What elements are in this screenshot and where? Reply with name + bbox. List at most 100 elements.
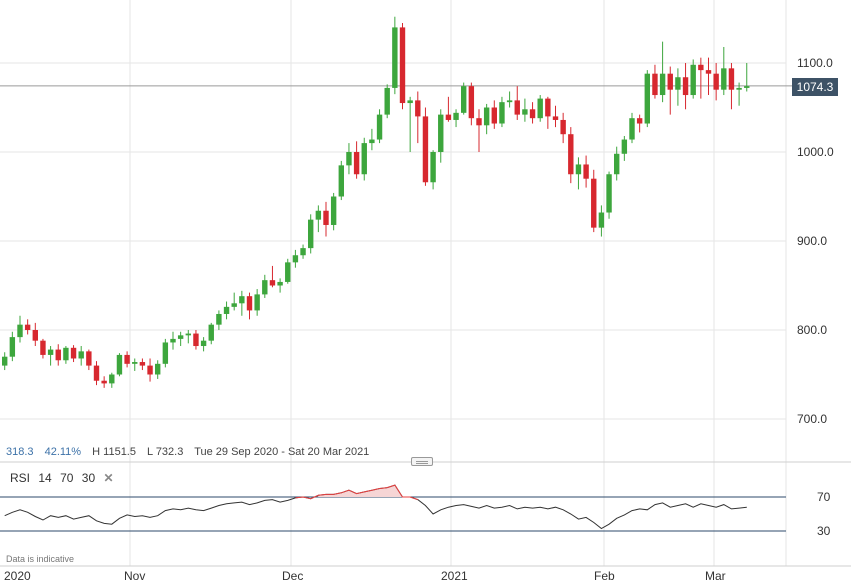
y-tick-label: 800.0 bbox=[797, 323, 827, 337]
candle-body bbox=[109, 374, 115, 384]
x-tick-label: Mar bbox=[705, 569, 726, 583]
candle-body bbox=[560, 119, 566, 135]
candle-body bbox=[24, 324, 31, 330]
x-tick-label: Nov bbox=[124, 569, 146, 583]
candle-body bbox=[101, 380, 107, 384]
pane-splitter-handle[interactable] bbox=[411, 457, 433, 466]
candle-body bbox=[545, 98, 551, 117]
candle-body bbox=[438, 114, 444, 152]
candle-body bbox=[422, 116, 429, 183]
candle-body bbox=[338, 165, 344, 197]
close-icon[interactable]: ✕ bbox=[103, 471, 114, 485]
candle-body bbox=[216, 313, 222, 325]
candle-body bbox=[491, 107, 497, 124]
candle-body bbox=[736, 87, 742, 90]
rsi-axis-label: 30 bbox=[817, 524, 831, 538]
candle-body bbox=[361, 143, 367, 175]
candle-body bbox=[705, 70, 712, 74]
candle-body bbox=[468, 86, 475, 119]
candle-body bbox=[636, 118, 643, 124]
candle-body bbox=[698, 64, 704, 71]
candle-body bbox=[177, 335, 184, 339]
y-tick-label: 1100.0 bbox=[797, 56, 833, 70]
candle-body bbox=[537, 98, 543, 119]
candle-body bbox=[529, 109, 536, 119]
candle-body bbox=[262, 280, 268, 295]
candle-body bbox=[269, 280, 276, 286]
candle-body bbox=[277, 281, 283, 286]
candle-body bbox=[514, 100, 520, 115]
candle-body bbox=[93, 365, 100, 381]
price-info-row: 318.3 42.11% H 1151.5 L 732.3 Tue 29 Sep… bbox=[6, 446, 377, 458]
date-axis: 2020 Nov Dec 2021 Feb Mar bbox=[0, 566, 851, 588]
candle-body bbox=[200, 340, 207, 347]
candle-body bbox=[330, 196, 337, 225]
candle-body bbox=[9, 337, 16, 357]
candle-body bbox=[17, 324, 23, 338]
candle-body bbox=[139, 362, 146, 366]
candle-body bbox=[461, 86, 467, 113]
candle-body bbox=[713, 73, 719, 90]
candle-body bbox=[659, 73, 666, 96]
candle-body bbox=[353, 152, 360, 175]
candle-body bbox=[644, 73, 650, 124]
candle-body bbox=[170, 338, 176, 343]
candle-body bbox=[392, 27, 398, 88]
candle-body bbox=[606, 174, 612, 213]
candle-body bbox=[744, 86, 750, 88]
change-value: 318.3 bbox=[6, 446, 34, 458]
candle-body bbox=[476, 118, 482, 126]
candle-body bbox=[614, 153, 620, 175]
candle-body bbox=[70, 347, 77, 359]
candle-body bbox=[407, 100, 413, 104]
candle-body bbox=[78, 351, 84, 359]
current-price-tag: 1074.3 bbox=[792, 78, 838, 96]
candle-body bbox=[2, 356, 8, 366]
candle-body bbox=[575, 164, 582, 175]
y-tick-label: 700.0 bbox=[797, 412, 827, 426]
candle-body bbox=[55, 349, 61, 361]
candle-body bbox=[552, 116, 559, 120]
candle-body bbox=[728, 68, 735, 90]
rsi-period: 14 bbox=[38, 471, 52, 485]
candle-body bbox=[231, 303, 237, 307]
high-value: H 1151.5 bbox=[92, 446, 136, 458]
rsi-lower: 30 bbox=[81, 471, 96, 485]
data-indicative-note: Data is indicative bbox=[6, 554, 75, 564]
candle-body bbox=[323, 210, 329, 225]
rsi-legend[interactable]: RSI 14 70 30 ✕ bbox=[10, 471, 119, 485]
candle-body bbox=[223, 306, 230, 314]
candle-body bbox=[483, 107, 490, 126]
candle-body bbox=[132, 362, 138, 364]
candle-body bbox=[300, 248, 306, 256]
candle-body bbox=[445, 114, 452, 120]
candle-body bbox=[47, 349, 54, 355]
y-tick-label: 900.0 bbox=[797, 234, 827, 248]
candle-body bbox=[568, 134, 574, 175]
candle-body bbox=[285, 262, 291, 282]
x-tick-label: Dec bbox=[282, 569, 304, 583]
candle-body bbox=[208, 324, 214, 341]
rsi-upper: 70 bbox=[60, 471, 74, 485]
candle-body bbox=[682, 77, 689, 96]
candle-body bbox=[124, 354, 130, 364]
rsi-axis-label: 70 bbox=[817, 490, 831, 504]
candle-body bbox=[308, 219, 314, 249]
candle-body bbox=[147, 365, 153, 375]
x-tick-label: 2021 bbox=[441, 569, 468, 583]
candle-body bbox=[292, 255, 299, 263]
candle-body bbox=[690, 64, 696, 96]
candle-body bbox=[399, 27, 406, 104]
candle-body bbox=[40, 340, 46, 355]
change-percent: 42.11% bbox=[44, 446, 82, 458]
candle-body bbox=[430, 152, 436, 183]
rsi-label: RSI bbox=[10, 471, 31, 485]
low-value: L 732.3 bbox=[147, 446, 184, 458]
candle-body bbox=[415, 100, 421, 117]
candle-body bbox=[591, 178, 597, 228]
candle-body bbox=[506, 100, 513, 103]
candle-body bbox=[162, 342, 169, 364]
candle-body bbox=[675, 77, 681, 90]
